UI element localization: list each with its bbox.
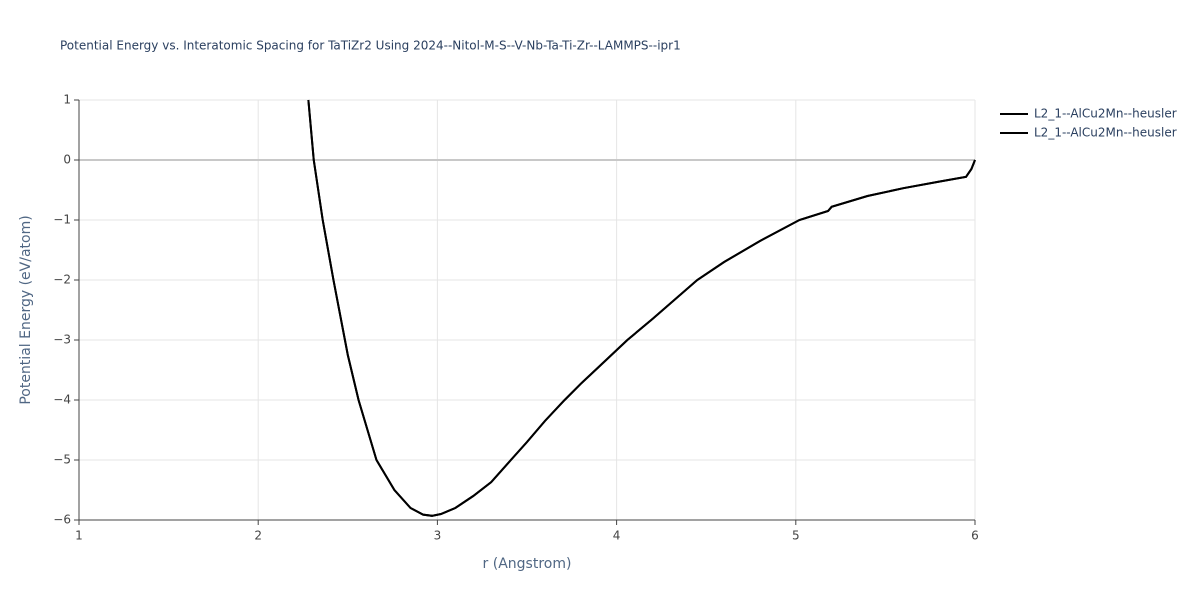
chart-title: Potential Energy vs. Interatomic Spacing… (60, 39, 681, 53)
y-tick-label: −5 (53, 453, 71, 467)
x-tick-label: 5 (792, 529, 800, 543)
y-tick-label: −3 (53, 333, 71, 347)
y-tick-label: −2 (53, 273, 71, 287)
x-tick-label: 1 (75, 529, 83, 543)
x-tick-label: 3 (434, 529, 442, 543)
legend-label: L2_1--AlCu2Mn--heusler (1034, 107, 1177, 121)
x-axis-label: r (Angstrom) (483, 556, 572, 572)
x-tick-label: 4 (613, 529, 621, 543)
y-tick-label: −6 (53, 513, 71, 527)
y-tick-label: −1 (53, 213, 71, 227)
x-tick-label: 2 (254, 529, 262, 543)
series-line (307, 99, 976, 517)
y-tick-label: 0 (63, 153, 71, 167)
x-tick-label: 6 (971, 529, 979, 543)
y-tick-label: 1 (63, 93, 71, 107)
y-axis-label: Potential Energy (eV/atom) (18, 215, 34, 404)
legend-label: L2_1--AlCu2Mn--heusler (1034, 126, 1177, 140)
y-tick-label: −4 (53, 393, 71, 407)
series-line (307, 99, 976, 517)
